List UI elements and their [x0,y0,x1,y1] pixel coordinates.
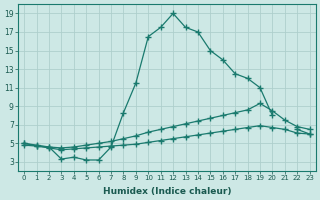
X-axis label: Humidex (Indice chaleur): Humidex (Indice chaleur) [103,187,231,196]
